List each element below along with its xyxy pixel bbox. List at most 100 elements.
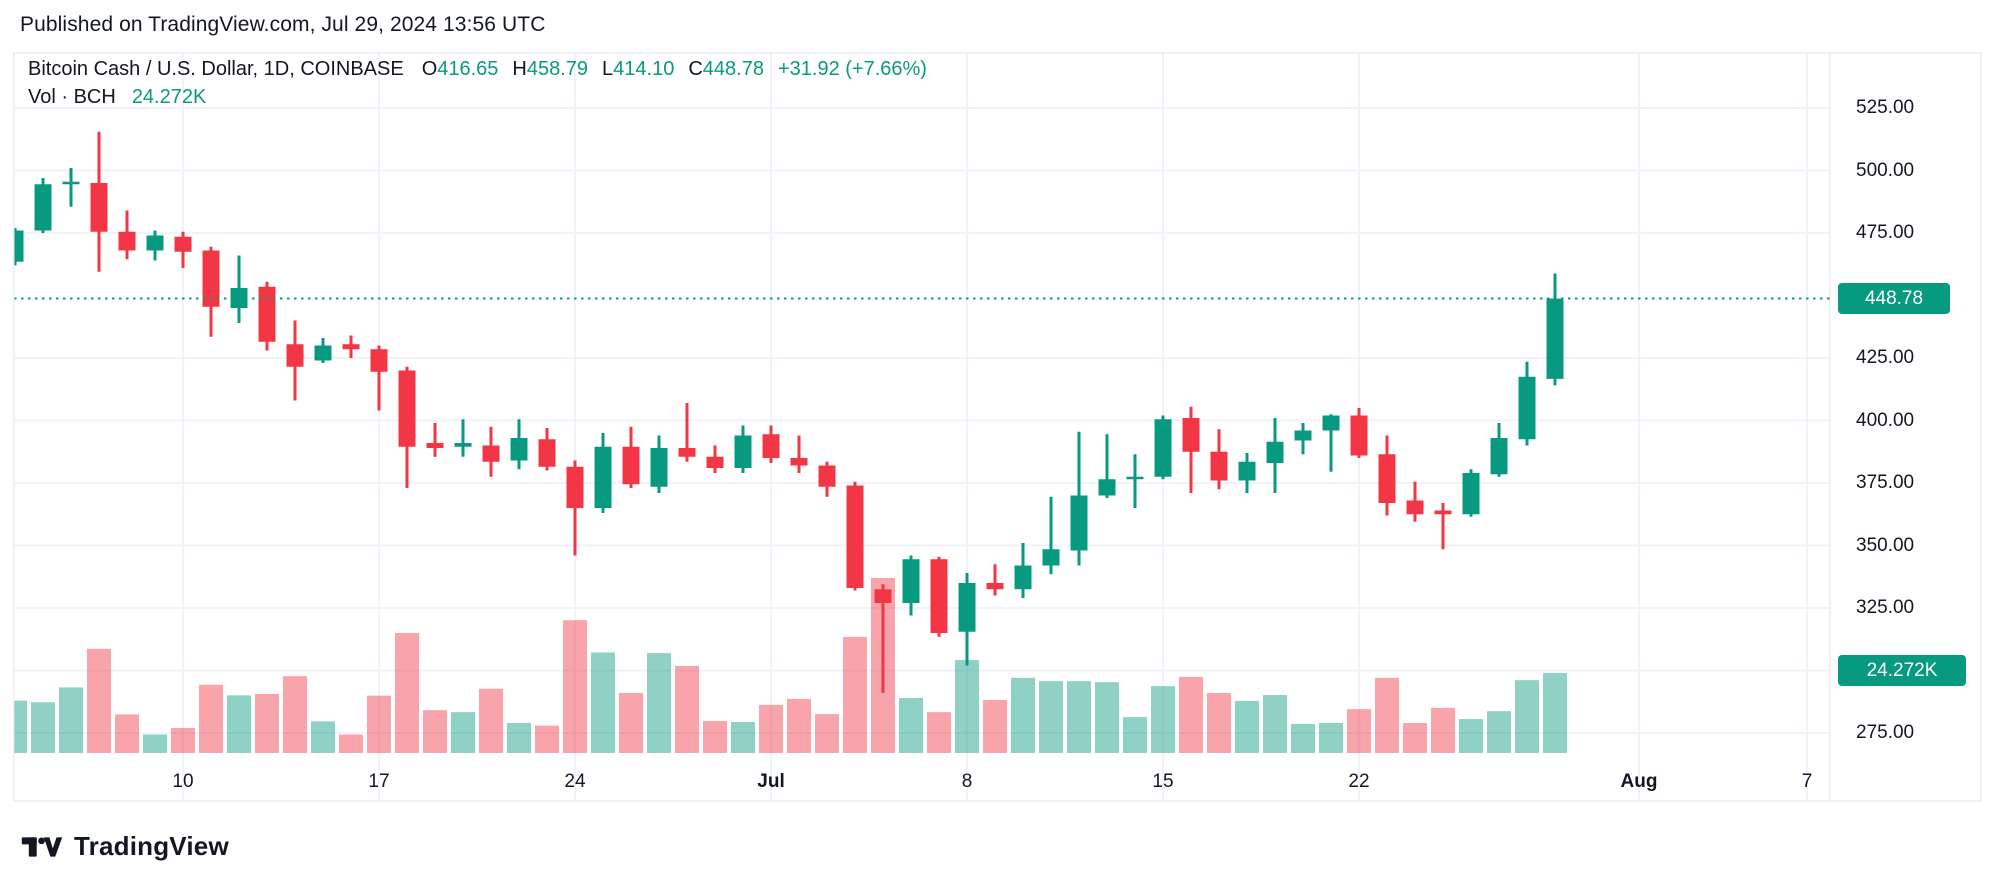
candle-body — [342, 344, 360, 350]
volume-bar — [367, 695, 391, 753]
candle-wick — [1329, 414, 1333, 472]
volume-bar — [983, 699, 1007, 753]
volume-bar — [1487, 711, 1511, 753]
candle-body — [1070, 495, 1088, 551]
candle-body — [818, 465, 836, 487]
candle-wick — [69, 168, 73, 207]
candle-body — [118, 231, 136, 251]
ohlc-high: H458.79 — [512, 58, 589, 80]
time-tick-label: 15 — [1152, 771, 1174, 792]
volume-bar — [703, 721, 727, 753]
volume-bar — [899, 697, 923, 753]
volume-bar — [647, 653, 671, 753]
candle-body — [1406, 500, 1424, 515]
time-tick-label: 8 — [961, 771, 973, 792]
volume-bar — [619, 693, 643, 753]
volume-bar — [87, 648, 111, 753]
volume-bar — [1207, 693, 1231, 753]
volume-bar — [1515, 680, 1539, 753]
candle-body — [1378, 454, 1396, 503]
candle-body — [1042, 549, 1060, 566]
symbol-legend: Bitcoin Cash / U.S. Dollar, 1D, COINBASE… — [28, 58, 927, 81]
time-tick-label: Jul — [757, 771, 785, 792]
volume-bar — [843, 636, 867, 753]
candle-wick — [1105, 434, 1109, 498]
candle-wick — [1133, 454, 1137, 508]
candle-body — [1518, 376, 1536, 440]
volume-bar — [451, 712, 475, 753]
candle-body — [90, 183, 108, 232]
candle-body — [790, 458, 808, 466]
candle-body — [1462, 473, 1480, 515]
price-tick-label: 525.00 — [1856, 97, 1915, 118]
volume-bar — [1011, 677, 1035, 753]
candle-body — [1210, 451, 1228, 481]
volume-bar — [1039, 681, 1063, 753]
candle-body — [622, 446, 640, 485]
volume-bar — [395, 633, 419, 753]
candle-wick — [461, 419, 465, 457]
footer-brand[interactable]: TradingView — [20, 831, 229, 862]
candle-body — [1014, 565, 1032, 590]
candle-wick — [881, 584, 885, 693]
candle-body — [1294, 430, 1312, 441]
volume-bar — [1375, 677, 1399, 753]
candle-wick — [685, 403, 689, 462]
candle-body — [14, 230, 24, 262]
published-caption: Published on TradingView.com, Jul 29, 20… — [20, 13, 546, 36]
volume-bar — [255, 694, 279, 753]
ohlc-close: C448.78 — [688, 58, 764, 80]
volume-bar — [507, 723, 531, 753]
candle-wick — [377, 345, 381, 411]
volume-bar — [31, 702, 55, 753]
volume-bar — [143, 734, 167, 753]
volume-bar — [731, 722, 755, 753]
candle-body — [1434, 510, 1452, 515]
candle-wick — [993, 564, 997, 596]
candle-body — [146, 235, 164, 251]
volume-legend: Vol · BCH 24.272K — [28, 86, 206, 109]
candle-wick — [797, 435, 801, 473]
candle-body — [1238, 461, 1256, 481]
volume-bar — [563, 620, 587, 753]
volume-bar — [759, 704, 783, 753]
candle-body — [1322, 415, 1340, 431]
volume-bar — [955, 660, 979, 753]
candle-body — [1266, 441, 1284, 463]
volume-bar — [423, 710, 447, 753]
volume-bar — [1123, 717, 1147, 753]
volume-bar — [171, 727, 195, 753]
volume-bar — [1095, 682, 1119, 753]
volume-bar — [339, 734, 363, 753]
price-tick-label: 475.00 — [1856, 222, 1915, 243]
candle-body — [258, 286, 276, 342]
candle-body — [678, 448, 696, 457]
candle-body — [1126, 476, 1144, 480]
candle-body — [538, 439, 556, 467]
candle-body — [1350, 415, 1368, 456]
price-tick-label: 350.00 — [1856, 534, 1915, 556]
change-value: +31.92 (+7.66%) — [777, 58, 927, 80]
volume-bar — [115, 714, 139, 753]
candle-body — [846, 485, 864, 588]
tradingview-logo-icon — [21, 836, 63, 857]
volume-bar — [14, 700, 27, 753]
price-tick-label: 400.00 — [1856, 409, 1915, 431]
volume-bar — [787, 698, 811, 753]
price-tick-label: 425.00 — [1856, 347, 1915, 368]
volume-bar — [535, 725, 559, 753]
volume-bar — [1263, 694, 1287, 753]
candle-body — [174, 236, 192, 252]
time-tick-label: 10 — [172, 771, 194, 792]
candle-body — [762, 434, 780, 458]
time-tick-label: 24 — [564, 771, 586, 792]
candle-body — [202, 250, 220, 307]
time-tick-label: 22 — [1348, 771, 1370, 792]
volume-bar — [1403, 723, 1427, 753]
candle-body — [370, 349, 388, 372]
symbol-title: Bitcoin Cash / U.S. Dollar, 1D, COINBASE — [28, 58, 404, 80]
volume-bar — [1431, 707, 1455, 753]
volume-value: 24.272K — [131, 86, 207, 108]
candle-body — [958, 583, 976, 632]
volume-bar — [1151, 686, 1175, 753]
